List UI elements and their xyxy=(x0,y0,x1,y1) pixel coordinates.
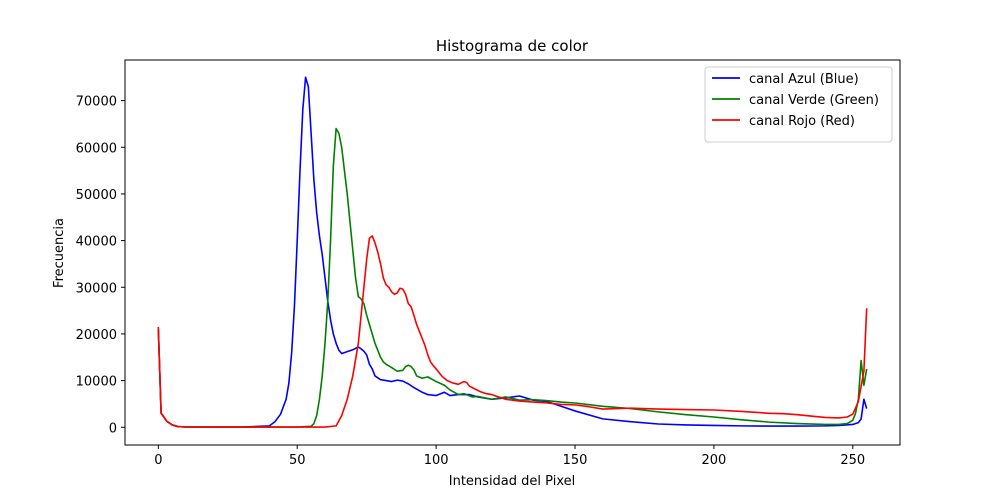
y-tick-label: 40000 xyxy=(76,235,117,250)
chart-title: Histograma de color xyxy=(436,37,589,55)
y-tick-label: 60000 xyxy=(76,141,117,156)
legend-box xyxy=(704,66,893,143)
series-line-1 xyxy=(157,127,868,428)
legend: canal Azul (Blue) canal Verde (Green) cana… xyxy=(704,66,893,143)
y-tick-label: 20000 xyxy=(76,328,117,343)
series-line-2 xyxy=(157,235,868,428)
x-tick-label: 200 xyxy=(701,453,726,468)
y-tick-label: 50000 xyxy=(76,188,117,203)
series-lines-group xyxy=(157,76,868,428)
y-tick-label: 30000 xyxy=(76,281,117,296)
legend-label: canal Rojo (Red) xyxy=(749,114,855,129)
legend-label: canal Azul (Blue) xyxy=(749,72,859,87)
x-tick-label: 50 xyxy=(289,453,306,468)
x-tick-label: 150 xyxy=(563,453,588,468)
series-line-0 xyxy=(157,76,868,428)
y-axis: 0 10000 20000 30000 40000 50000 60000 70000 xyxy=(76,95,125,436)
y-tick-label: 0 xyxy=(109,421,117,436)
x-tick-label: 100 xyxy=(424,453,449,468)
x-tick-label: 0 xyxy=(154,453,162,468)
y-axis-title: Frecuencia xyxy=(52,218,67,288)
y-tick-label: 70000 xyxy=(76,95,117,110)
legend-label: canal Verde (Green) xyxy=(749,93,879,108)
x-tick-label: 250 xyxy=(840,453,865,468)
x-axis: 0 50 100 150 200 250 xyxy=(154,445,865,468)
y-tick-label: 10000 xyxy=(76,375,117,390)
plot-frame xyxy=(124,59,901,446)
x-axis-title: Intensidad del Pixel xyxy=(449,474,575,489)
